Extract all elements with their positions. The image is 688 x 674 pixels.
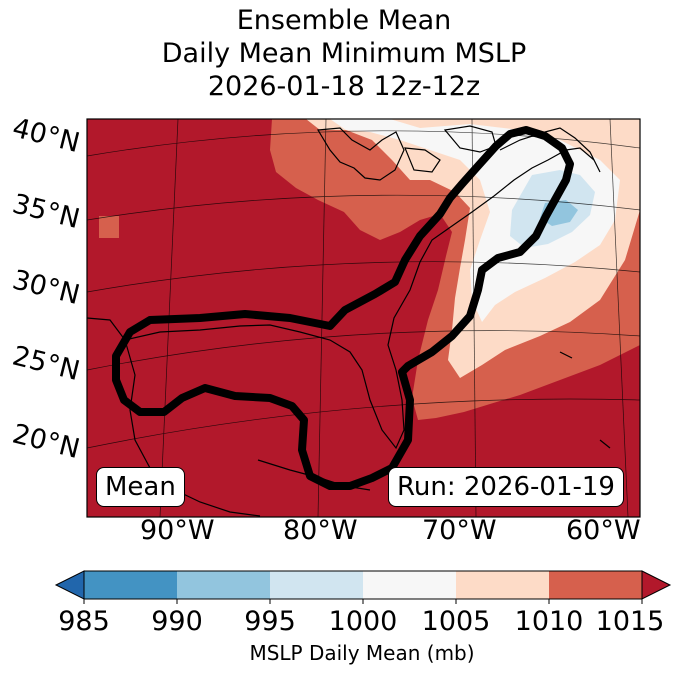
graticule — [87, 119, 640, 517]
cbar-1005-1010 — [456, 571, 549, 599]
lon-label-60w: 60°W — [566, 515, 641, 546]
colorbar — [54, 570, 672, 604]
cbar-tick-1005: 1005 — [421, 606, 491, 637]
cbar-tick-1000: 1000 — [328, 606, 398, 637]
cbar-tick-985: 985 — [58, 606, 110, 637]
cbar-extend-low — [54, 570, 85, 600]
colorbar-label: MSLP Daily Mean (mb) — [249, 641, 475, 665]
mslp-field — [87, 119, 640, 517]
cbar-990-995 — [177, 571, 270, 599]
lon-label-90w: 90°W — [140, 515, 215, 546]
cbar-1010-1015 — [549, 571, 642, 599]
title-line-3: 2026-01-18 12z-12z — [207, 71, 481, 102]
cbar-1000-1005 — [363, 571, 456, 599]
field-1000-1005 — [330, 119, 620, 322]
title-line-1: Ensemble Mean — [236, 5, 452, 36]
cbar-985-990 — [84, 571, 177, 599]
mean-label-box: Mean — [96, 467, 185, 507]
ensemble-contour — [112, 126, 574, 490]
run-date-box: Run: 2026-01-19 — [388, 467, 624, 507]
cbar-tick-1015: 1015 — [595, 606, 665, 637]
cbar-tick-1010: 1010 — [514, 606, 584, 637]
lon-label-70w: 70°W — [422, 515, 497, 546]
cbar-tick-995: 995 — [244, 606, 296, 637]
cbar-tick-990: 990 — [151, 606, 203, 637]
map-frame — [86, 118, 641, 518]
lon-label-80w: 80°W — [283, 515, 358, 546]
title-line-2: Daily Mean Minimum MSLP — [161, 38, 527, 69]
field-small-patch — [99, 216, 119, 238]
cbar-995-1000 — [270, 571, 363, 599]
cbar-extend-high — [641, 570, 672, 600]
